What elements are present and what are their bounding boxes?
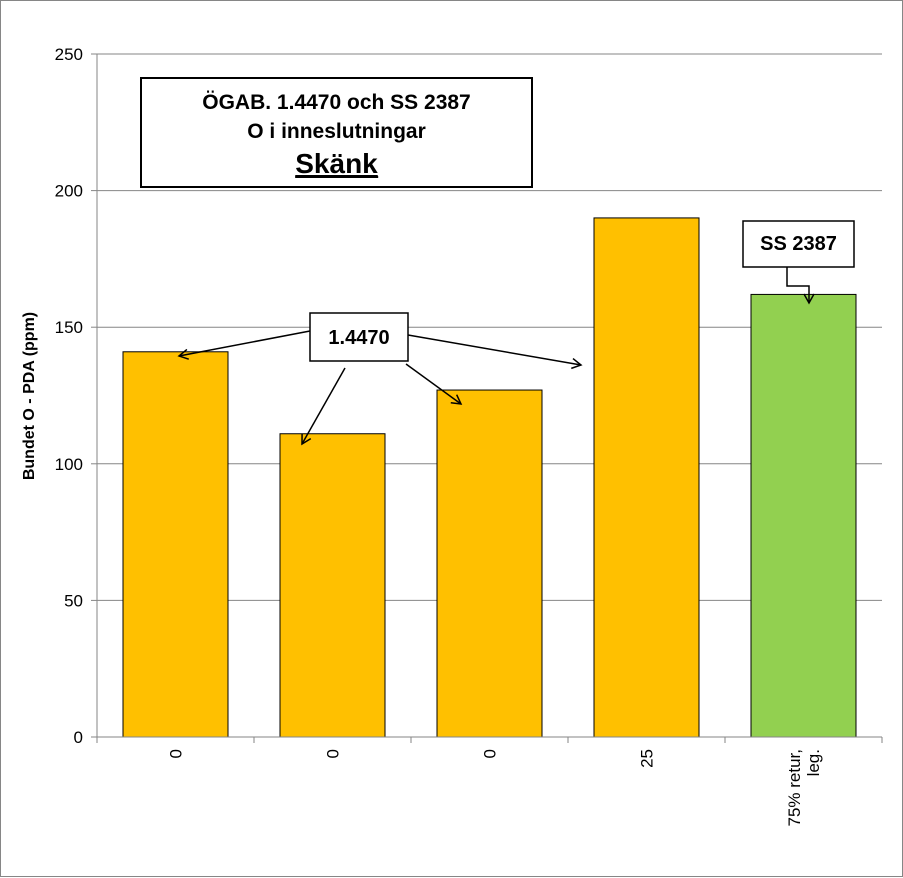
x-tick-label: 0 bbox=[324, 749, 343, 758]
x-tick-label: 25 bbox=[638, 749, 657, 768]
chart-title-line: ÖGAB. 1.4470 och SS 2387 bbox=[202, 91, 470, 114]
y-axis-label: Bundet O - PDA (ppm) bbox=[21, 312, 38, 480]
chart-title-line: Skänk bbox=[295, 148, 378, 179]
annotation-arrow bbox=[177, 330, 311, 360]
y-tick-label: 50 bbox=[64, 591, 83, 610]
x-tick-label: leg. bbox=[804, 749, 823, 776]
x-tick-label: 0 bbox=[481, 749, 500, 758]
bar bbox=[279, 433, 386, 738]
annotation-arrow bbox=[786, 267, 815, 305]
bar bbox=[750, 293, 857, 738]
annotation-arrow bbox=[301, 367, 346, 446]
y-tick-label: 250 bbox=[55, 45, 83, 64]
bars bbox=[122, 217, 857, 738]
chart-title-line: O i inneslutningar bbox=[247, 120, 426, 143]
annotation-label: SS 2387 bbox=[760, 233, 837, 255]
bar bbox=[593, 217, 700, 738]
annotation-label: 1.4470 bbox=[328, 327, 389, 349]
annotations: ÖGAB. 1.4470 och SS 2387 O i inneslutning… bbox=[140, 77, 855, 446]
y-tick-label: 100 bbox=[55, 455, 83, 474]
x-tick-label: 0 bbox=[167, 749, 186, 758]
tick-labels: 0 50 100 150 200 250 0 0 0 25 75% retur, leg. bbox=[55, 45, 823, 827]
bar bbox=[122, 351, 229, 738]
x-tick-label: 75% retur, bbox=[785, 749, 804, 827]
y-tick-label: 200 bbox=[55, 182, 83, 201]
bar bbox=[436, 389, 543, 738]
annotation-arrow bbox=[407, 334, 583, 370]
y-tick-label: 150 bbox=[55, 318, 83, 337]
annotation-box-ss2387 bbox=[742, 220, 855, 268]
title-box bbox=[140, 77, 533, 188]
axes bbox=[91, 53, 883, 743]
annotation-arrow bbox=[405, 363, 463, 405]
y-tick-label: 0 bbox=[74, 728, 83, 747]
annotation-box-14470 bbox=[309, 312, 409, 362]
